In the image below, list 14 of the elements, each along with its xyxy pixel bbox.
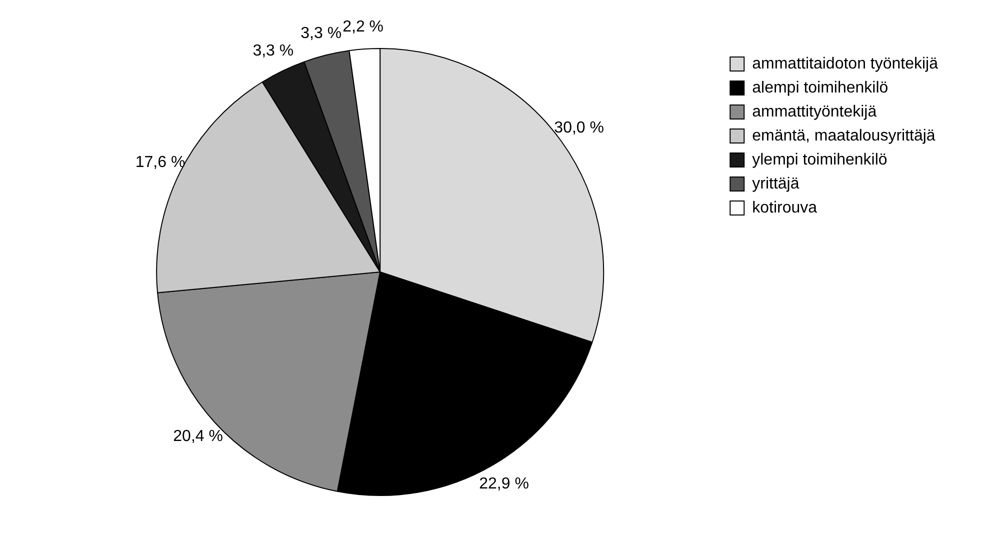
data-label: 20,4 % <box>173 428 223 446</box>
legend-label: kotirouva <box>752 199 818 216</box>
legend-label: ammattitaidoton työntekijä <box>752 55 938 72</box>
data-label: 30,0 % <box>554 120 604 137</box>
legend-label: ammattityöntekijä <box>752 103 877 120</box>
data-label: 3,3 % <box>300 25 342 42</box>
legend-label: yrittäjä <box>752 175 800 192</box>
legend-label: emäntä, maatalousyrittäjä <box>752 127 936 144</box>
data-label: 17,6 % <box>135 154 186 172</box>
legend-label: ylempi toimihenkilö <box>752 151 888 168</box>
legend-label: alempi toimihenkilö <box>752 79 888 96</box>
data-label: 3,3 % <box>252 42 294 60</box>
data-label: 22,9 % <box>479 475 529 492</box>
data-label: 2,2 % <box>342 18 384 36</box>
